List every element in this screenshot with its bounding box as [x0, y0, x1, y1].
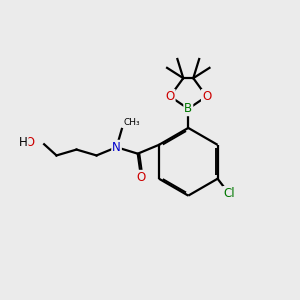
- Text: O: O: [165, 90, 175, 103]
- Text: O: O: [136, 171, 145, 184]
- Text: CH₃: CH₃: [123, 118, 140, 127]
- Text: H: H: [19, 136, 28, 149]
- Text: Cl: Cl: [223, 187, 235, 200]
- Text: N: N: [112, 141, 121, 154]
- Text: B: B: [184, 102, 192, 115]
- Text: HO: HO: [18, 136, 36, 149]
- Text: O: O: [202, 90, 211, 103]
